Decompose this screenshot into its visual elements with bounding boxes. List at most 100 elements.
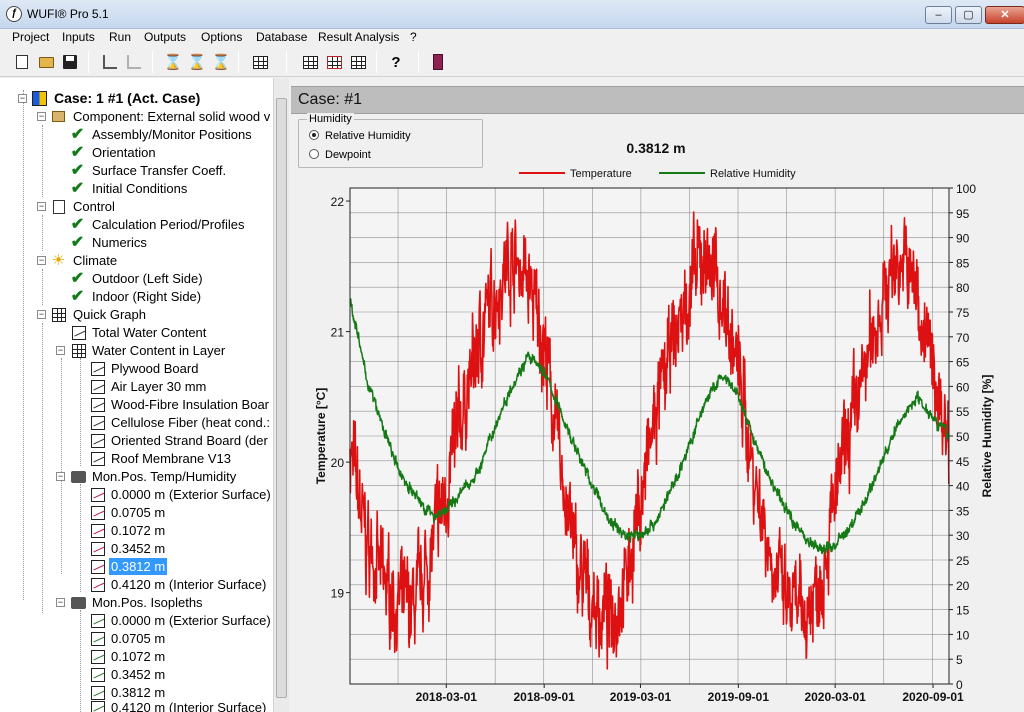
tree-control[interactable]: − Control: [0, 198, 288, 215]
tree-layer-item[interactable]: Roof Membrane V13: [0, 450, 288, 467]
temperature-humidity-chart: 0.3812 m Temperature Relative Humidity 0 5…: [314, 140, 994, 704]
grid-red-button[interactable]: [324, 52, 344, 72]
help-button[interactable]: ?: [386, 52, 406, 72]
new-button[interactable]: [12, 52, 32, 72]
help-icon: ?: [391, 53, 401, 71]
menu-run[interactable]: Run: [109, 30, 132, 44]
tree-item-calc-period[interactable]: ✔ Calculation Period/Profiles: [0, 216, 288, 233]
tree-item-orientation[interactable]: ✔ Orientation: [0, 144, 288, 161]
tree-item-outdoor[interactable]: ✔ Outdoor (Left Side): [0, 270, 288, 287]
radio-relative-humidity[interactable]: Relative Humidity: [309, 130, 411, 142]
collapse-toggle[interactable]: −: [56, 345, 65, 355]
tree-monpos-temp-item[interactable]: 0.4120 m (Interior Surface): [0, 576, 288, 593]
calculate-all-button[interactable]: ⌛: [187, 52, 207, 72]
collapse-toggle[interactable]: −: [37, 309, 46, 319]
tree-quick-graph[interactable]: − Quick Graph: [0, 306, 288, 323]
isopleth-chart-icon: [90, 700, 105, 712]
chart-icon-wrap: [90, 541, 105, 556]
tree-control-label: Control: [73, 199, 115, 214]
tree-monpos-temp-item-selected[interactable]: 0.3812 m: [0, 558, 288, 575]
tree-item-surface-transfer[interactable]: ✔ Surface Transfer Coeff.: [0, 162, 288, 179]
minimize-button[interactable]: –: [925, 6, 952, 24]
tree-quick-graph-label: Quick Graph: [73, 307, 146, 322]
y-right-tick-label: 5: [956, 653, 963, 667]
tree-climate[interactable]: − ☀ Climate: [0, 252, 288, 269]
chart-title: 0.3812 m: [626, 140, 685, 156]
y-right-tick-label: 100: [956, 182, 976, 196]
tree-layer-item[interactable]: Air Layer 30 mm: [0, 378, 288, 395]
tree-monpos-temp-item[interactable]: 0.1072 m: [0, 522, 288, 539]
tree-scrollbar-thumb[interactable]: [276, 98, 287, 698]
menu-help[interactable]: ?: [410, 30, 417, 44]
remove-case-button[interactable]: [124, 52, 144, 72]
tree-line: [80, 484, 81, 592]
tree-monpos-temp-item[interactable]: 0.0705 m: [0, 504, 288, 521]
tree-item-assembly[interactable]: ✔ Assembly/Monitor Positions: [0, 126, 288, 143]
collapse-toggle[interactable]: −: [37, 111, 46, 121]
menu-database[interactable]: Database: [256, 30, 308, 44]
tree-item-numerics[interactable]: ✔ Numerics: [0, 234, 288, 251]
tree-water-in-layer[interactable]: − Water Content in Layer: [0, 342, 288, 359]
toolbar-separator: [286, 51, 287, 73]
tree-item-indoor[interactable]: ✔ Indoor (Right Side): [0, 288, 288, 305]
collapse-toggle[interactable]: −: [18, 93, 27, 103]
hourglass-icon: ⌛: [163, 53, 183, 71]
tree-layer-item[interactable]: Oriented Strand Board (der: [0, 432, 288, 449]
tree-case[interactable]: − Case: 1 #1 (Act. Case): [0, 90, 288, 107]
y-right-tick-label: 30: [956, 529, 970, 543]
menu-result-analysis[interactable]: Result Analysis: [318, 30, 400, 44]
tree-layer-item[interactable]: Cellulose Fiber (heat cond.:: [0, 414, 288, 431]
tree-item-label: Initial Conditions: [92, 181, 188, 196]
tree-item-label: Air Layer 30 mm: [111, 379, 207, 394]
menu-project[interactable]: Project: [12, 30, 50, 44]
chart-icon-wrap: [90, 559, 105, 574]
add-case-icon: [103, 55, 117, 69]
camera-icon-wrap: [71, 595, 86, 610]
menu-outputs[interactable]: Outputs: [144, 30, 187, 44]
chart-icon-wrap: [90, 487, 105, 502]
tree-layer-item[interactable]: Plywood Board: [0, 360, 288, 377]
tree-monpos-temp[interactable]: − Mon.Pos. Temp/Humidity: [0, 468, 288, 485]
hourglass-run-icon: ⌛: [187, 53, 207, 71]
tree-monpos-iso-item[interactable]: 0.1072 m: [0, 648, 288, 665]
case-header: Case: #1: [291, 86, 1024, 114]
tree-monpos-temp-item[interactable]: 0.0000 m (Exterior Surface): [0, 486, 288, 503]
tree-monpos-iso-item[interactable]: 0.3812 m: [0, 684, 288, 701]
calculate-button[interactable]: ⌛: [163, 52, 183, 72]
toolbar-separator: [376, 51, 377, 73]
add-case-button[interactable]: [100, 52, 120, 72]
maximize-button[interactable]: ▢: [955, 6, 982, 24]
collapse-toggle[interactable]: −: [37, 255, 46, 265]
stop-button[interactable]: ⌛: [211, 52, 231, 72]
tree-scrollbar[interactable]: [273, 78, 289, 712]
tree-component[interactable]: − Component: External solid wood v: [0, 108, 288, 125]
menu-inputs[interactable]: Inputs: [62, 30, 95, 44]
tree-monpos-iso-item[interactable]: 0.0000 m (Exterior Surface): [0, 612, 288, 629]
tree-layer-item[interactable]: Wood-Fibre Insulation Boar: [0, 396, 288, 413]
menu-options[interactable]: Options: [201, 30, 243, 44]
tree-monpos-temp-item[interactable]: 0.3452 m: [0, 540, 288, 557]
close-button[interactable]: ✕: [985, 6, 1024, 24]
isopleth-chart-icon: [90, 667, 105, 682]
tree-monpos-iso-item[interactable]: 0.0705 m: [0, 630, 288, 647]
check-icon: ✔: [70, 162, 85, 179]
collapse-toggle[interactable]: −: [37, 201, 46, 211]
exit-button[interactable]: [428, 52, 448, 72]
tree-monpos-iso[interactable]: − Mon.Pos. Isopleths: [0, 594, 288, 611]
chart-icon-wrap: [90, 631, 105, 646]
series-line-relative-humidity: [349, 298, 950, 555]
collapse-toggle[interactable]: −: [56, 597, 65, 607]
table-button[interactable]: [250, 52, 270, 72]
tree-monpos-iso-item[interactable]: 0.4120 m (Interior Surface): [0, 699, 288, 712]
tree-item-total-water[interactable]: Total Water Content: [0, 324, 288, 341]
tree-item-initial-conditions[interactable]: ✔ Initial Conditions: [0, 180, 288, 197]
tree-monpos-iso-item[interactable]: 0.3452 m: [0, 666, 288, 683]
collapse-toggle[interactable]: −: [56, 471, 65, 481]
grid-button[interactable]: [300, 52, 320, 72]
save-button[interactable]: [60, 52, 80, 72]
toolbar-separator: [88, 51, 89, 73]
grid-chart-button[interactable]: [348, 52, 368, 72]
open-button[interactable]: [36, 52, 56, 72]
radio-dewpoint[interactable]: Dewpoint: [309, 149, 371, 161]
humidity-group: Humidity Relative Humidity Dewpoint: [298, 113, 483, 168]
